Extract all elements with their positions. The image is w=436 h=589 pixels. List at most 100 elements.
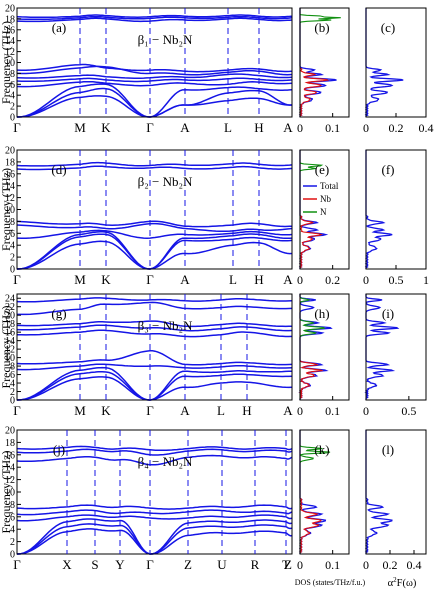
kpoint-label: Γ xyxy=(146,557,154,572)
a2f-axes-frame xyxy=(365,429,427,555)
ytick-label: 12 xyxy=(5,475,15,486)
phonon-branch xyxy=(16,63,293,73)
dos-axes-frame xyxy=(299,7,350,118)
phonon-branch xyxy=(16,324,293,332)
a2f-panel-label: (c) xyxy=(381,20,395,35)
ytick-label: 8 xyxy=(10,217,15,228)
phonon-branch xyxy=(16,220,293,228)
ytick-label: 14 xyxy=(5,181,15,192)
dos-panel-label: (h) xyxy=(314,306,329,321)
ytick-label: 20 xyxy=(5,426,15,437)
phonon-branch xyxy=(16,376,293,401)
ytick-label: 12 xyxy=(5,47,15,58)
phonon-branch xyxy=(16,87,292,118)
ytick-label: 10 xyxy=(5,205,15,216)
phonon-branch xyxy=(16,523,293,555)
kpoint-label: Y xyxy=(115,557,125,572)
ytick-label: 6 xyxy=(10,229,15,240)
ytick-label: 2 xyxy=(10,537,15,548)
panel-label: (g) xyxy=(51,306,66,321)
phonon-branch xyxy=(16,73,293,79)
a2f-xtick-label: 0 xyxy=(363,404,369,418)
panel-label: (j) xyxy=(53,442,65,457)
ytick-label: 12 xyxy=(5,193,15,204)
kpoint-label: Z xyxy=(184,557,192,572)
phonon-branch xyxy=(16,161,293,167)
ytick-label: 0 xyxy=(10,113,15,124)
kpoint-label: K xyxy=(101,403,111,418)
structure-label: β₄ − Nb₂N xyxy=(138,454,193,469)
kpoint-label: H xyxy=(254,272,263,287)
ytick-label: 10 xyxy=(5,353,15,364)
dos-xtick-label: 0.1 xyxy=(325,558,340,572)
a2f-axes-frame xyxy=(365,149,427,270)
a2f-xtick-label: 0.2 xyxy=(383,558,398,572)
ytick-label: 20 xyxy=(5,146,15,157)
ytick-label: 4 xyxy=(10,91,15,102)
a2f-xtick-label: 0.2 xyxy=(389,121,404,135)
ytick-label: 10 xyxy=(5,488,15,499)
phonon-branch xyxy=(16,320,293,328)
ytick-label: 0 xyxy=(10,265,15,276)
kpoint-label: Γ xyxy=(146,120,154,135)
kpoint-label: A xyxy=(180,403,190,418)
ytick-label: 8 xyxy=(10,362,15,373)
ytick-label: 6 xyxy=(10,512,15,523)
ylabel: Frequency (THz) xyxy=(0,21,13,104)
a2f-axes-frame xyxy=(365,7,427,118)
ytick-label: 4 xyxy=(10,241,15,252)
ytick-label: 8 xyxy=(10,69,15,80)
ytick-label: 2 xyxy=(10,387,15,398)
a2f-xtick-label: 0 xyxy=(363,121,369,135)
kpoint-label: M xyxy=(74,272,86,287)
kpoint-label: A xyxy=(283,272,293,287)
ylabel: Frequency (THz) xyxy=(0,306,13,389)
a2f-axes-frame xyxy=(365,293,427,401)
dos-xtick-label: 0 xyxy=(297,558,303,572)
phonon-branch xyxy=(16,350,293,366)
phonon-branch xyxy=(16,518,293,555)
ytick-label: 0 xyxy=(10,396,15,407)
phonon-branch xyxy=(16,445,293,452)
phonon-branch xyxy=(16,509,293,516)
a2f-xtick-label: 0 xyxy=(363,273,369,287)
a2f-xlabel: α2F(ω) xyxy=(388,576,417,589)
dos-axes-frame xyxy=(299,293,350,401)
a2f-panel-label: (f) xyxy=(382,162,395,177)
kpoint-label: M xyxy=(74,403,86,418)
kpoint-label: M xyxy=(74,120,86,135)
ytick-label: 2 xyxy=(10,253,15,264)
dos-panel-label: (k) xyxy=(314,442,329,457)
ytick-label: 22 xyxy=(5,302,15,313)
a2f-xtick-label: 0.4 xyxy=(419,121,434,135)
kpoint-label: Γ xyxy=(146,272,154,287)
legend-label: Total xyxy=(320,181,339,191)
kpoint-label: T xyxy=(282,557,290,572)
a2f-xlabel-sup: 2 xyxy=(393,576,397,584)
a2f-xtick-label: 0 xyxy=(363,558,369,572)
ytick-label: 16 xyxy=(5,25,15,36)
ytick-label: 24 xyxy=(5,294,15,305)
phonon-branch xyxy=(16,371,293,401)
a2f-xtick-label: 0.4 xyxy=(407,558,422,572)
a2f-xtick-label: 1 xyxy=(423,273,429,287)
kpoint-label: L xyxy=(217,403,225,418)
dos-xtick-label: 0.2 xyxy=(325,273,340,287)
dos-panel-label: (e) xyxy=(315,162,329,177)
band-axes-frame xyxy=(16,293,293,401)
dos-xtick-label: 0 xyxy=(297,404,303,418)
ytick-label: 16 xyxy=(5,450,15,461)
dos-axes-frame xyxy=(299,429,350,555)
phonon-branch xyxy=(16,363,293,371)
structure-label: β₂ − Nb₂N xyxy=(138,174,193,189)
phonon-branch xyxy=(16,165,293,171)
phonon-branch xyxy=(16,240,293,270)
kpoint-label: H xyxy=(254,120,263,135)
phonon-branch xyxy=(16,14,293,19)
structure-label: β₃ − Nb₂N xyxy=(138,318,193,333)
ytick-label: 20 xyxy=(5,311,15,322)
kpoint-label: S xyxy=(91,557,98,572)
phonon-branch xyxy=(16,65,293,76)
phonon-branch xyxy=(16,80,293,88)
